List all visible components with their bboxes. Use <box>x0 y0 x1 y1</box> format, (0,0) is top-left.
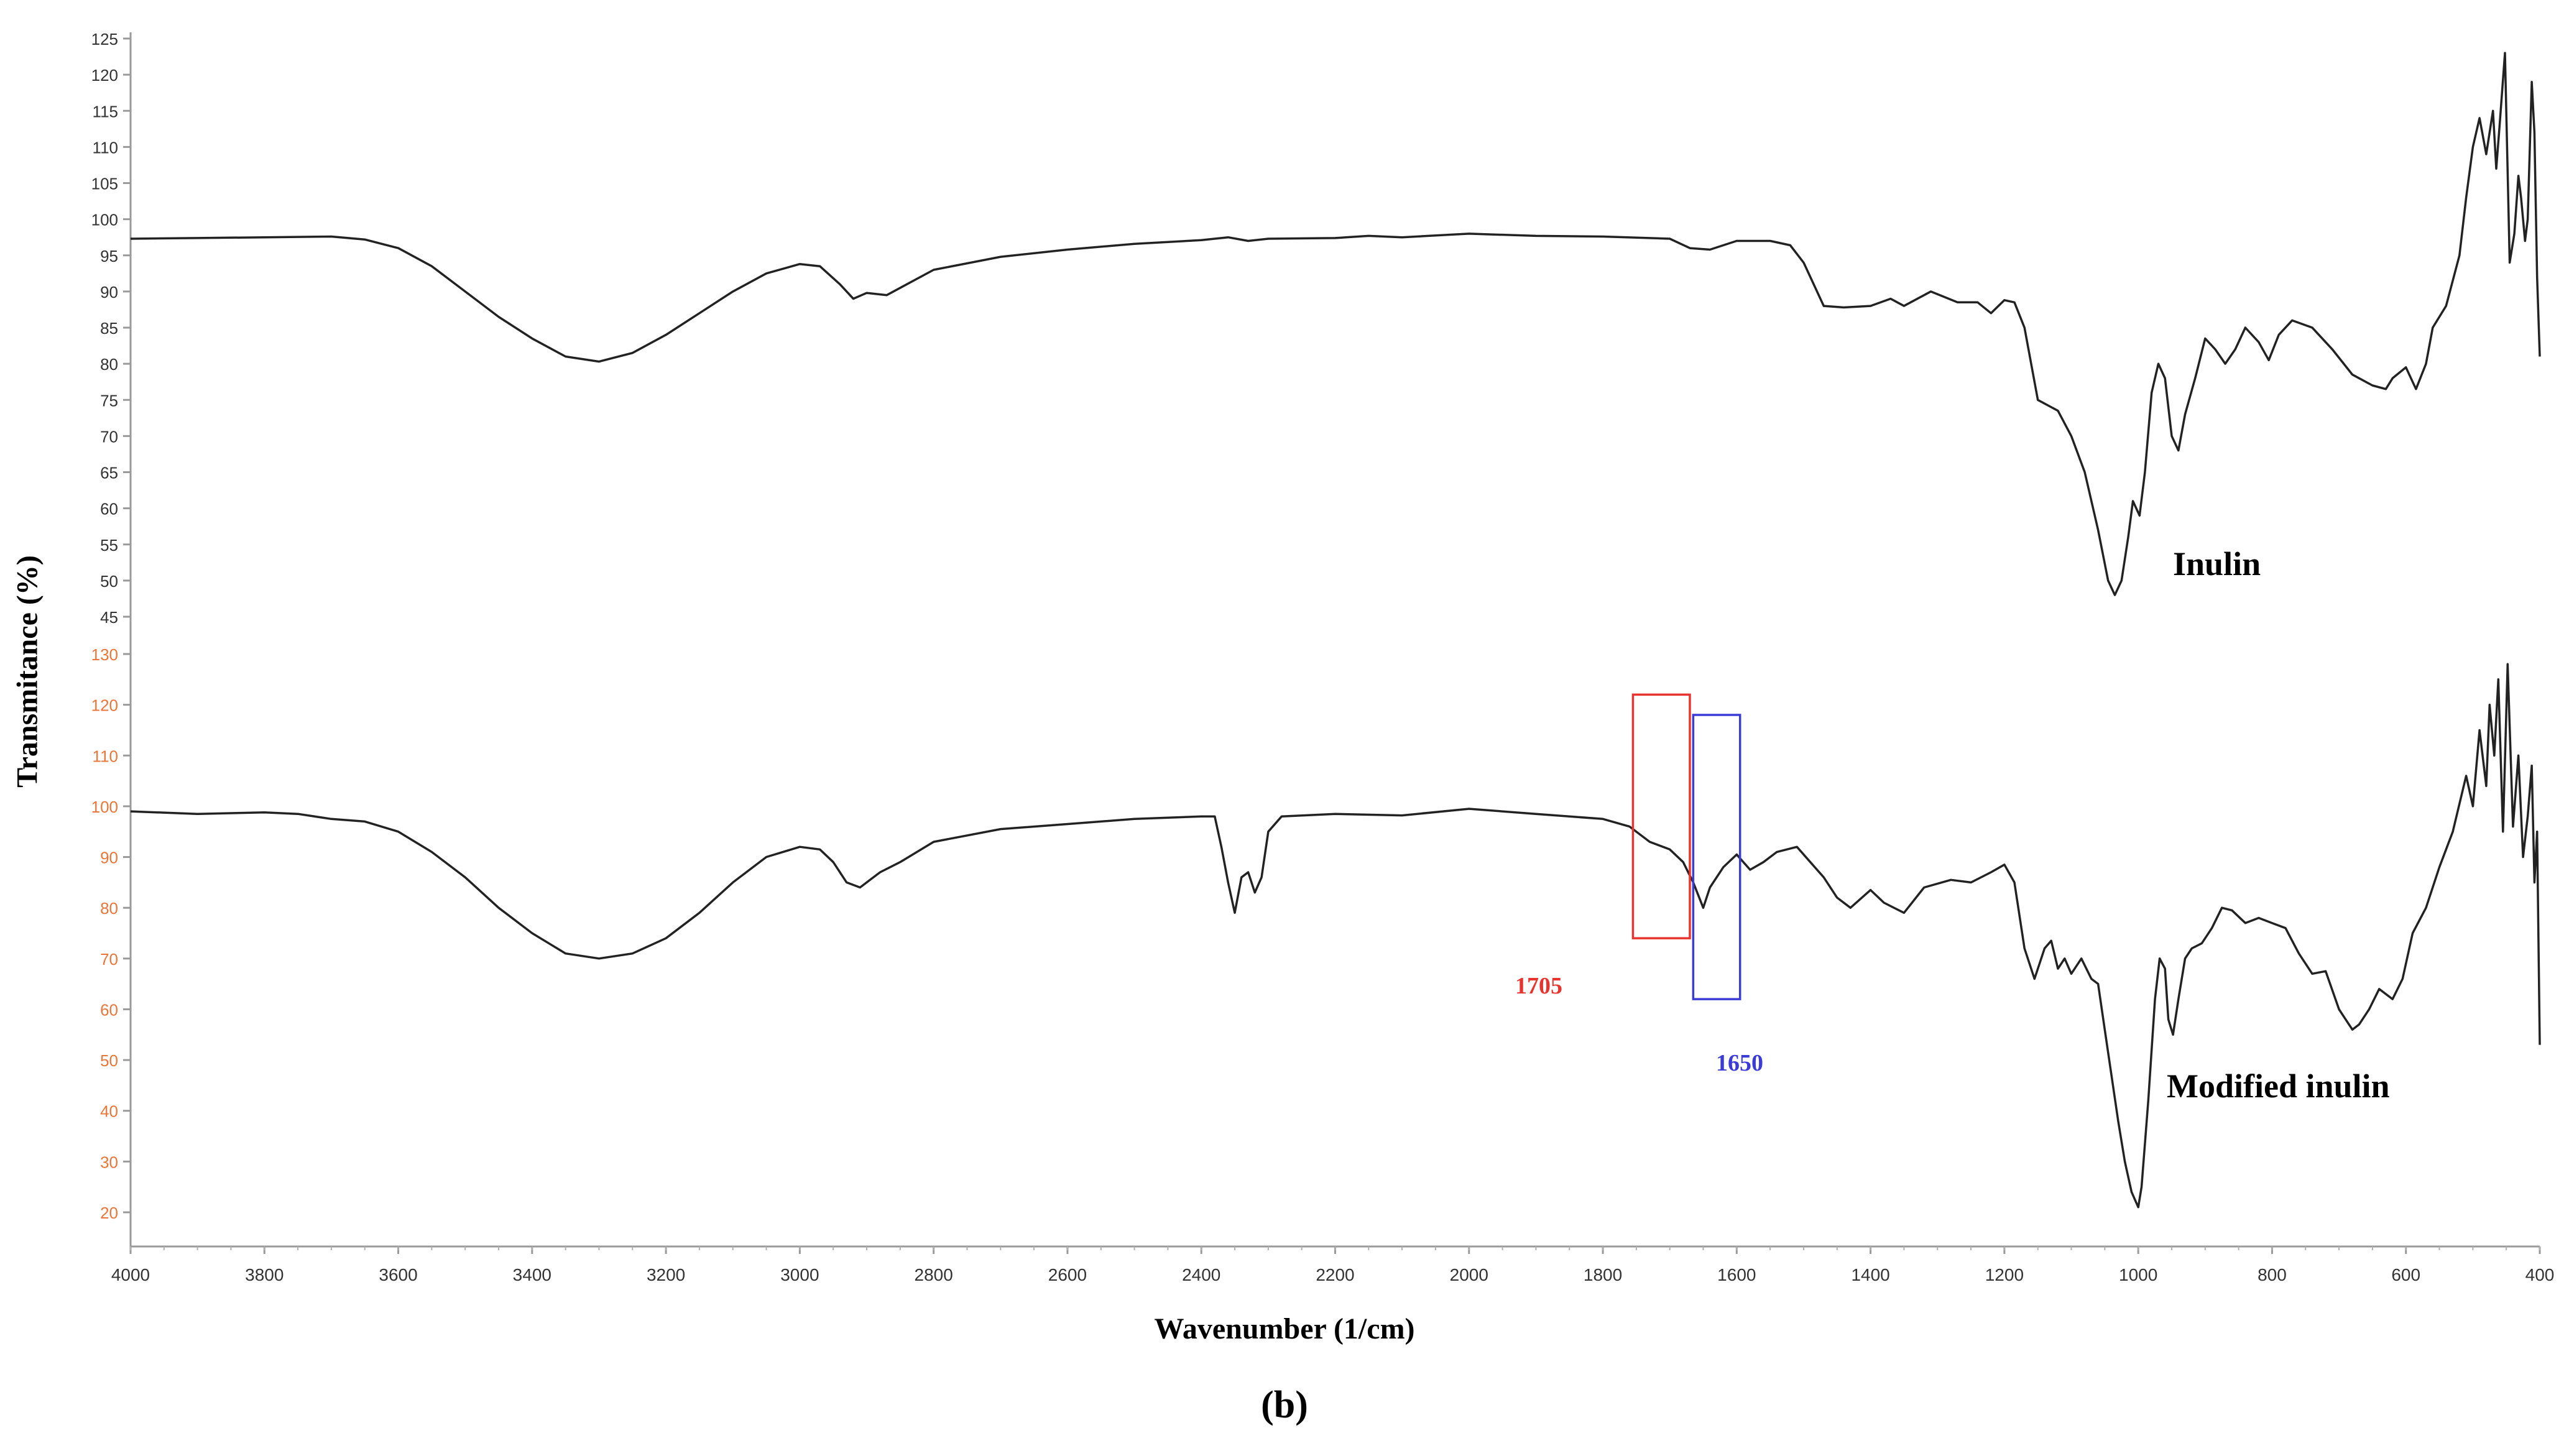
x-tick-label: 1600 <box>1717 1265 1756 1284</box>
y-tick-label: 100 <box>91 798 118 816</box>
y-tick-label: 20 <box>100 1204 118 1222</box>
x-tick-label: 4000 <box>111 1265 150 1284</box>
y-tick-label: 60 <box>100 1000 118 1019</box>
x-tick-label: 2200 <box>1316 1265 1354 1284</box>
annotation-label-1705: 1705 <box>1515 973 1562 999</box>
y-tick-label: 110 <box>93 138 118 157</box>
x-tick-label: 1200 <box>1985 1265 2024 1284</box>
y-tick-label: 60 <box>100 500 118 518</box>
y-tick-label: 95 <box>100 247 118 265</box>
y-tick-label: 50 <box>100 1051 118 1070</box>
x-tick-label: 1800 <box>1584 1265 1622 1284</box>
series-label-inulin: Inulin <box>2173 545 2261 583</box>
y-tick-label: 50 <box>100 572 118 591</box>
annotation-label-1650: 1650 <box>1716 1050 1763 1076</box>
x-tick-label: 2600 <box>1048 1265 1087 1284</box>
y-tick-label: 125 <box>91 30 118 48</box>
x-tick-label: 2800 <box>915 1265 953 1284</box>
y-tick-label: 110 <box>93 747 118 765</box>
annotation-box-1650 <box>1692 714 1741 1000</box>
x-tick-label: 3600 <box>379 1265 417 1284</box>
y-tick-label: 90 <box>100 283 118 302</box>
y-tick-label: 45 <box>100 608 118 627</box>
y-tick-label: 80 <box>100 355 118 374</box>
y-tick-label: 55 <box>100 536 118 555</box>
x-tick-label: 3000 <box>780 1265 819 1284</box>
y-tick-label: 85 <box>100 319 118 338</box>
x-tick-label: 400 <box>2525 1265 2555 1284</box>
y-tick-label: 120 <box>91 696 118 715</box>
y-tick-label: 105 <box>91 175 118 193</box>
x-axis-title: Wavenumber (1/cm) <box>1154 1312 1415 1345</box>
y-tick-label: 70 <box>100 950 118 969</box>
x-tick-label: 2000 <box>1450 1265 1488 1284</box>
y-tick-label: 70 <box>100 427 118 446</box>
annotation-box-1705 <box>1631 693 1691 939</box>
y-tick-label: 40 <box>100 1102 118 1121</box>
x-tick-label: 1000 <box>2119 1265 2157 1284</box>
series-line-modified-inulin <box>130 663 2541 1209</box>
x-tick-label: 3400 <box>513 1265 551 1284</box>
y-tick-label: 65 <box>100 464 118 482</box>
y-tick-label: 90 <box>100 849 118 867</box>
series-line-inulin <box>130 52 2541 596</box>
y-tick-label: 120 <box>91 66 118 85</box>
y-tick-label: 30 <box>100 1153 118 1171</box>
y-tick-label: 75 <box>100 391 118 410</box>
x-tick-label: 600 <box>2391 1265 2420 1284</box>
y-axis-title-text: Transmitance (%) <box>11 555 44 788</box>
x-tick-label: 3800 <box>245 1265 284 1284</box>
figure-caption: (b) <box>1261 1384 1308 1426</box>
y-tick-label: 130 <box>91 645 118 664</box>
x-tick-label: 2400 <box>1182 1265 1220 1284</box>
y-tick-label: 115 <box>93 102 118 121</box>
x-tick-label: 800 <box>2258 1265 2287 1284</box>
x-tick-label: 3200 <box>647 1265 685 1284</box>
y-tick-label: 100 <box>91 211 118 229</box>
series-label-modified-inulin: Modified inulin <box>2167 1067 2390 1105</box>
x-tick-label: 1400 <box>1851 1265 1889 1284</box>
y-tick-label: 80 <box>100 899 118 918</box>
